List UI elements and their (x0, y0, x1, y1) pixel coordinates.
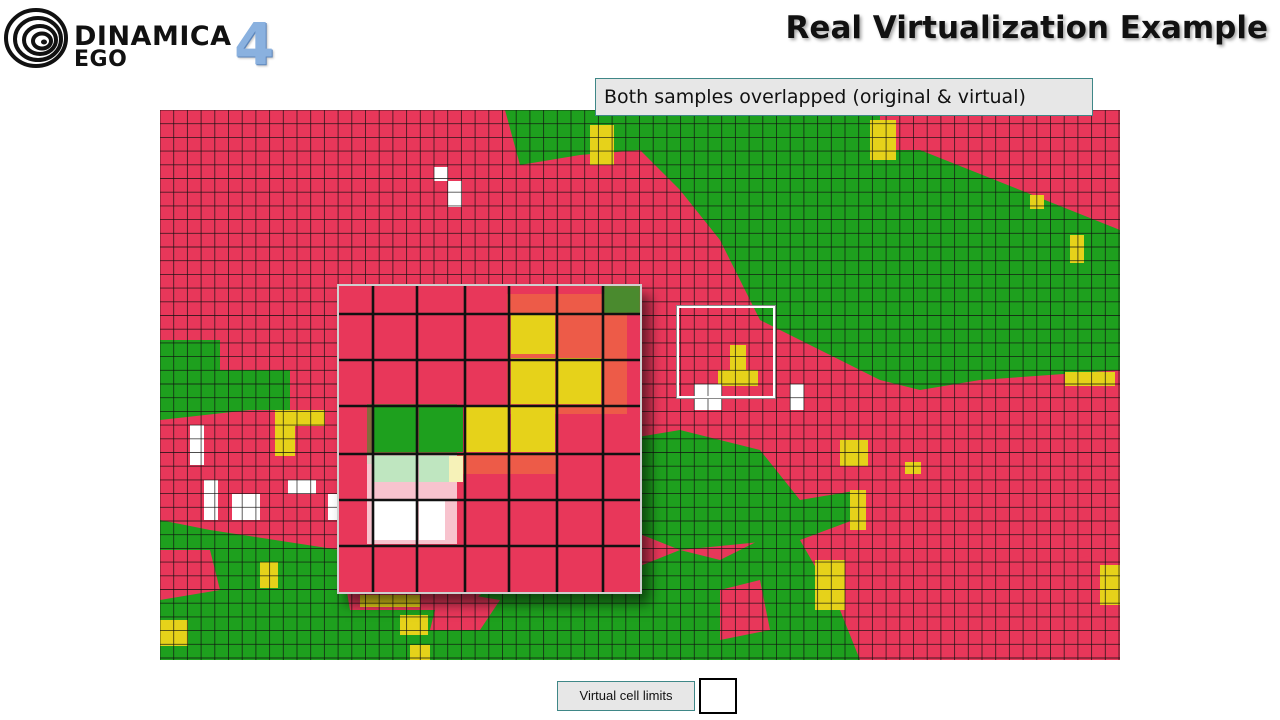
logo: DINAMICA EGO 4 (4, 4, 284, 76)
slide-title: Real Virtualization Example (785, 10, 1268, 46)
zoomed-overlap-inset (337, 284, 642, 594)
legend-cell-swatch (699, 678, 737, 714)
legend-label: Virtual cell limits (557, 681, 695, 711)
callout-box: Both samples overlapped (original & virt… (595, 78, 1093, 116)
logo-name-line2: EGO (74, 47, 128, 72)
logo-version: 4 (234, 10, 275, 78)
spiral-logo-icon (4, 8, 68, 68)
logo-name-line1: DINAMICA (74, 21, 232, 52)
zoom-region-marker (676, 305, 776, 399)
logo-wordmark: DINAMICA EGO (74, 21, 232, 72)
